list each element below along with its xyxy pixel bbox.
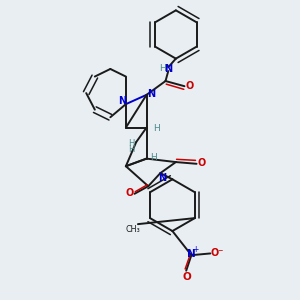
- Text: N: N: [164, 64, 172, 74]
- Text: CH₃: CH₃: [125, 225, 140, 234]
- Text: N: N: [158, 173, 166, 183]
- Text: H: H: [159, 64, 166, 74]
- Text: H: H: [150, 153, 157, 162]
- Text: O: O: [185, 80, 194, 91]
- Text: N: N: [147, 89, 155, 99]
- Text: O: O: [182, 272, 191, 282]
- Text: N: N: [187, 249, 196, 259]
- Text: O: O: [125, 188, 134, 198]
- Text: N: N: [118, 96, 127, 106]
- Text: H: H: [128, 146, 134, 154]
- Text: +: +: [192, 245, 199, 254]
- Text: O: O: [198, 158, 206, 168]
- Text: H: H: [154, 124, 160, 133]
- Text: O⁻: O⁻: [211, 248, 224, 258]
- Text: H: H: [128, 139, 134, 148]
